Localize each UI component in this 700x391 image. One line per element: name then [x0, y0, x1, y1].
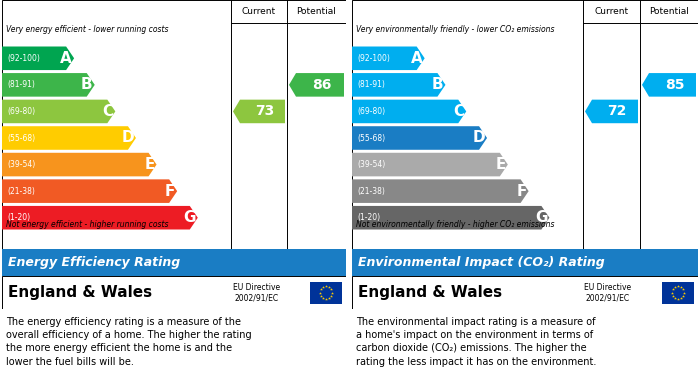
Text: Current: Current — [242, 7, 276, 16]
Text: The energy efficiency rating is a measure of the
overall efficiency of a home. T: The energy efficiency rating is a measur… — [6, 317, 251, 367]
Text: D: D — [473, 131, 485, 145]
Text: England & Wales: England & Wales — [358, 285, 502, 300]
Text: (69-80): (69-80) — [7, 107, 35, 116]
Polygon shape — [352, 100, 466, 123]
Text: A: A — [60, 51, 72, 66]
Polygon shape — [289, 73, 344, 97]
Polygon shape — [2, 206, 198, 230]
Text: Very environmentally friendly - lower CO₂ emissions: Very environmentally friendly - lower CO… — [356, 25, 554, 34]
Text: EU Directive
2002/91/EC: EU Directive 2002/91/EC — [584, 283, 631, 302]
Text: The environmental impact rating is a measure of
a home's impact on the environme: The environmental impact rating is a mea… — [356, 317, 596, 367]
Text: Potential: Potential — [649, 7, 689, 16]
Polygon shape — [233, 100, 285, 123]
Text: G: G — [183, 210, 196, 225]
Text: (69-80): (69-80) — [357, 107, 385, 116]
Text: C: C — [453, 104, 464, 119]
Text: (55-68): (55-68) — [357, 133, 385, 142]
Polygon shape — [352, 126, 487, 150]
Text: England & Wales: England & Wales — [8, 285, 152, 300]
Text: E: E — [144, 157, 155, 172]
Polygon shape — [2, 73, 94, 97]
Text: G: G — [535, 210, 547, 225]
Text: F: F — [517, 184, 526, 199]
Polygon shape — [352, 179, 528, 203]
Text: 72: 72 — [608, 104, 626, 118]
Text: Current: Current — [594, 7, 629, 16]
Text: C: C — [102, 104, 113, 119]
Text: (39-54): (39-54) — [7, 160, 35, 169]
Text: Environmental Impact (CO₂) Rating: Environmental Impact (CO₂) Rating — [358, 256, 605, 269]
Text: D: D — [121, 131, 134, 145]
Text: 86: 86 — [312, 78, 332, 92]
Text: (21-38): (21-38) — [357, 187, 385, 196]
Text: B: B — [81, 77, 92, 92]
Polygon shape — [2, 47, 74, 70]
Text: EU Directive
2002/91/EC: EU Directive 2002/91/EC — [233, 283, 280, 302]
Polygon shape — [352, 206, 550, 230]
Text: (21-38): (21-38) — [7, 187, 35, 196]
Polygon shape — [352, 153, 508, 176]
Text: 85: 85 — [665, 78, 685, 92]
Text: (81-91): (81-91) — [7, 81, 35, 90]
Text: Potential: Potential — [297, 7, 337, 16]
Polygon shape — [2, 153, 157, 176]
Text: F: F — [164, 184, 175, 199]
Text: Very energy efficient - lower running costs: Very energy efficient - lower running co… — [6, 25, 169, 34]
Polygon shape — [585, 100, 638, 123]
Text: (1-20): (1-20) — [7, 213, 30, 222]
Text: (92-100): (92-100) — [7, 54, 40, 63]
Polygon shape — [2, 100, 116, 123]
Text: Not environmentally friendly - higher CO₂ emissions: Not environmentally friendly - higher CO… — [356, 220, 554, 229]
Polygon shape — [2, 126, 136, 150]
Text: (81-91): (81-91) — [357, 81, 385, 90]
Polygon shape — [2, 179, 177, 203]
Text: Energy Efficiency Rating: Energy Efficiency Rating — [8, 256, 181, 269]
Polygon shape — [642, 73, 696, 97]
Polygon shape — [352, 73, 445, 97]
Text: B: B — [432, 77, 444, 92]
Text: (1-20): (1-20) — [357, 213, 380, 222]
Text: (55-68): (55-68) — [7, 133, 35, 142]
Text: (39-54): (39-54) — [357, 160, 385, 169]
Text: (92-100): (92-100) — [357, 54, 390, 63]
Text: 73: 73 — [255, 104, 274, 118]
Polygon shape — [352, 47, 425, 70]
Text: A: A — [411, 51, 423, 66]
Bar — [310, 282, 342, 303]
Text: Not energy efficient - higher running costs: Not energy efficient - higher running co… — [6, 220, 169, 229]
Text: E: E — [496, 157, 506, 172]
Bar — [662, 282, 694, 303]
